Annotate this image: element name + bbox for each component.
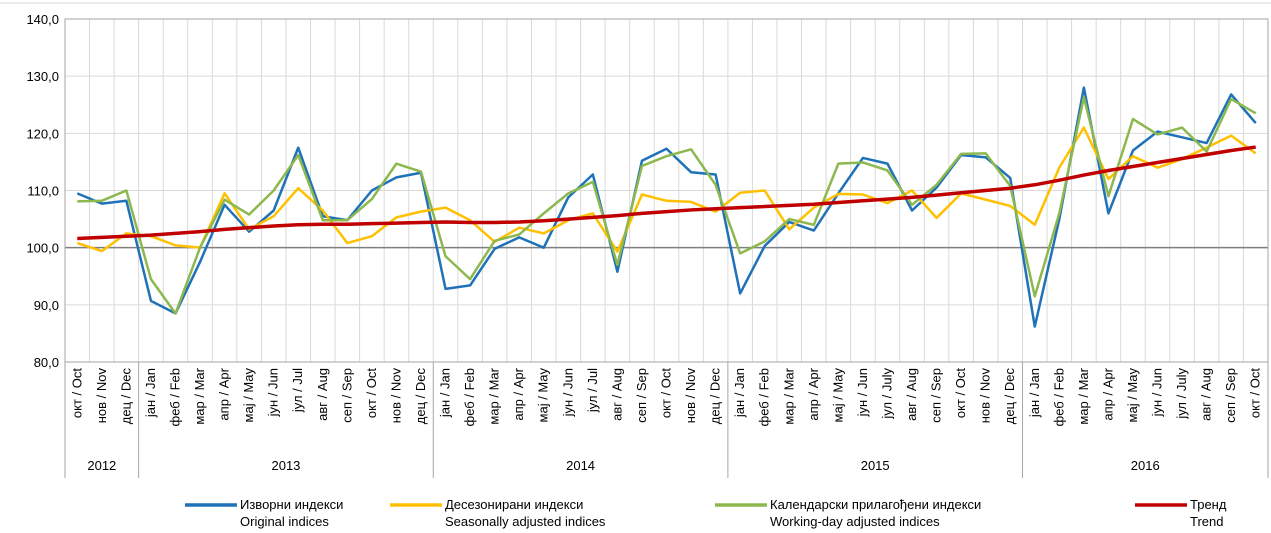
x-tick-label: сеп / Sep — [339, 368, 354, 423]
x-tick-label: сеп / Sep — [634, 368, 649, 423]
y-tick-label: 120,0 — [26, 126, 59, 141]
x-tick-label: јул / July — [879, 368, 894, 420]
x-tick-label: нов / Nov — [978, 368, 993, 424]
x-tick-label: нов / Nov — [388, 368, 403, 424]
year-label: 2013 — [271, 458, 300, 473]
x-tick-label: јун / Jun — [855, 368, 870, 417]
legend-label: Календарски прилагођени индекси — [770, 497, 981, 512]
legend-label: Десезонирани индекси — [445, 497, 583, 512]
y-tick-label: 110,0 — [27, 184, 59, 199]
x-tick-label: нов / Nov — [683, 368, 698, 424]
x-tick-label: авг / Aug — [609, 368, 624, 421]
legend-label: Тренд — [1190, 497, 1227, 512]
y-tick-label: 100,0 — [26, 241, 59, 256]
x-tick-label: авг / Aug — [315, 368, 330, 421]
x-tick-label: дец / Dec — [413, 368, 428, 425]
x-tick-label: окт / Oct — [659, 368, 674, 418]
legend-label-en: Working-day adjusted indices — [770, 514, 940, 529]
series-line — [76, 86, 1257, 328]
legend-label-en: Seasonally adjusted indices — [445, 514, 606, 529]
year-label: 2012 — [87, 458, 116, 473]
x-tick-label: јан / Jan — [143, 368, 158, 418]
legend-label-en: Original indices — [240, 514, 329, 529]
x-tick-label: апр / Apr — [511, 367, 526, 420]
x-tick-label: дец / Dec — [118, 368, 133, 425]
x-tick-label: мај / May — [1125, 368, 1140, 423]
x-tick-label: мар / Mar — [487, 367, 502, 424]
x-tick-label: окт / Oct — [364, 368, 379, 418]
x-tick-label: дец / Dec — [708, 368, 723, 425]
series-line — [77, 145, 1256, 241]
x-tick-label: мај / May — [830, 368, 845, 423]
x-tick-label: дец / Dec — [1002, 368, 1017, 425]
x-tick-label: феб / Feb — [167, 368, 182, 426]
x-tick-label: јул / Jul — [290, 368, 305, 413]
x-tick-label: јун / Jun — [1150, 368, 1165, 417]
x-tick-label: мај / May — [536, 368, 551, 423]
x-tick-label: сеп / Sep — [1223, 368, 1238, 423]
legend-label-en: Trend — [1190, 514, 1223, 529]
year-label: 2014 — [566, 458, 595, 473]
x-tick-label: феб / Feb — [1051, 368, 1066, 426]
x-tick-label: мар / Mar — [192, 367, 207, 424]
x-tick-label: јун / Jun — [560, 368, 575, 417]
year-label: 2015 — [861, 458, 890, 473]
x-tick-label: јан / Jan — [732, 368, 747, 418]
x-tick-label: авг / Aug — [1199, 368, 1214, 421]
legend-label: Изворни индекси — [240, 497, 343, 512]
plot-border — [64, 18, 1269, 363]
series-line — [77, 96, 1257, 315]
x-tick-label: нов / Nov — [94, 368, 109, 424]
x-tick-label: апр / Apr — [806, 367, 821, 420]
year-label: 2016 — [1131, 458, 1160, 473]
x-tick-label: апр / Apr — [217, 367, 232, 420]
x-tick-label: јун / Jun — [266, 368, 281, 417]
y-tick-label: 80,0 — [34, 355, 59, 370]
x-tick-label: сеп / Sep — [929, 368, 944, 423]
x-tick-label: јул / July — [1174, 368, 1189, 420]
y-tick-label: 140,0 — [26, 12, 59, 27]
x-tick-label: мај / May — [241, 368, 256, 423]
y-tick-label: 130,0 — [26, 69, 59, 84]
x-tick-label: јан / Jan — [1027, 368, 1042, 418]
x-tick-label: мар / Mar — [1076, 367, 1091, 424]
x-tick-label: јан / Jan — [438, 368, 453, 418]
x-tick-label: окт / Oct — [69, 368, 84, 418]
series-line — [76, 126, 1257, 253]
x-tick-label: окт / Oct — [1248, 368, 1263, 418]
x-tick-label: окт / Oct — [953, 368, 968, 418]
x-tick-label: мар / Mar — [781, 367, 796, 424]
x-tick-label: јул / Jul — [585, 368, 600, 413]
x-tick-label: авг / Aug — [904, 368, 919, 421]
x-tick-label: феб / Feb — [757, 368, 772, 426]
x-tick-label: феб / Feb — [462, 368, 477, 426]
y-tick-label: 90,0 — [34, 298, 59, 313]
x-tick-label: апр / Apr — [1100, 367, 1115, 420]
